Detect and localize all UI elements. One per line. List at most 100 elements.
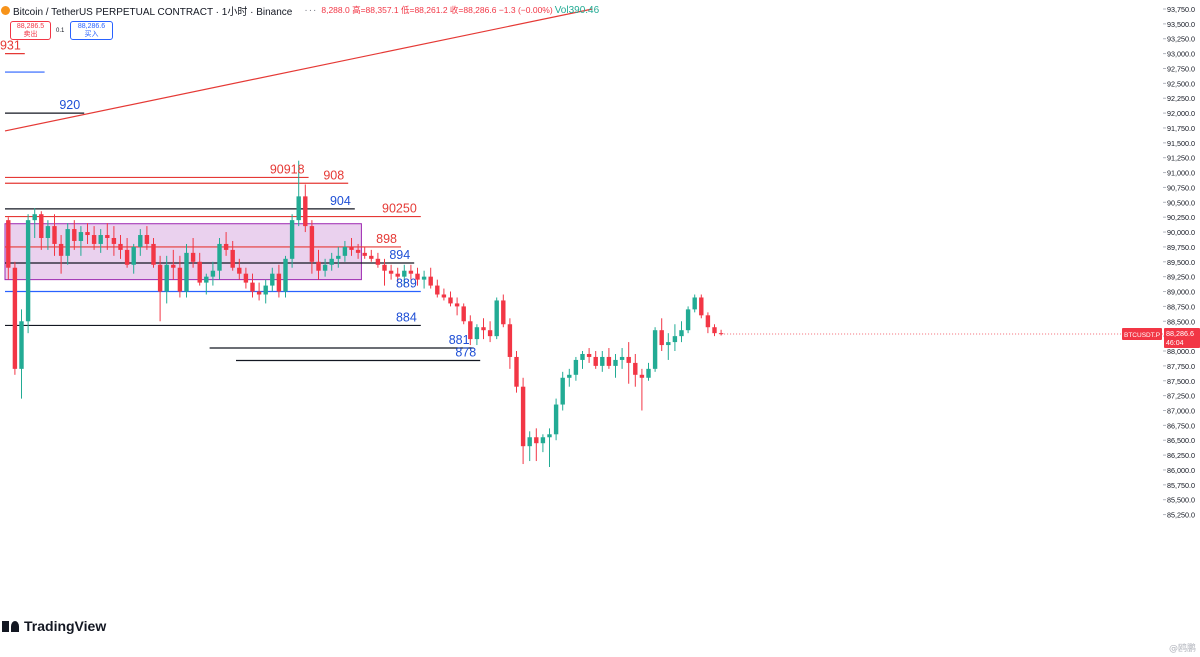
candle-body[interactable] xyxy=(32,214,37,221)
candle-body[interactable] xyxy=(619,356,625,360)
candle-body[interactable] xyxy=(553,404,559,435)
candle-body[interactable] xyxy=(263,285,268,295)
candle-body[interactable] xyxy=(217,243,222,271)
candle-body[interactable] xyxy=(58,243,64,256)
candle-body[interactable] xyxy=(580,353,585,360)
candle-body[interactable] xyxy=(250,282,255,292)
candle-body[interactable] xyxy=(342,246,348,256)
candle-body[interactable] xyxy=(303,196,308,227)
candle-body[interactable] xyxy=(144,235,150,244)
candle-body[interactable] xyxy=(355,249,361,253)
candle-body[interactable] xyxy=(157,264,163,292)
candle-body[interactable] xyxy=(626,356,631,363)
candle-body[interactable] xyxy=(705,315,711,328)
range-zone-box[interactable] xyxy=(4,223,362,281)
sell-button[interactable]: 88,286.5 卖出 xyxy=(10,21,51,40)
candle-body[interactable] xyxy=(567,374,572,378)
candle-body[interactable] xyxy=(210,270,216,277)
candle-body[interactable] xyxy=(672,336,678,343)
candle-body[interactable] xyxy=(118,243,123,250)
candle-body[interactable] xyxy=(441,294,447,298)
candle-body[interactable] xyxy=(177,267,183,292)
candle-body[interactable] xyxy=(428,276,433,286)
candle-body[interactable] xyxy=(190,252,196,262)
candle-body[interactable] xyxy=(560,377,565,405)
candle-body[interactable] xyxy=(388,270,394,274)
candle-body[interactable] xyxy=(362,252,367,256)
candle-body[interactable] xyxy=(45,226,51,238)
candle-body[interactable] xyxy=(712,327,717,334)
candle-body[interactable] xyxy=(448,297,453,304)
candle-body[interactable] xyxy=(507,324,513,357)
candle-body[interactable] xyxy=(454,303,460,307)
candle-body[interactable] xyxy=(520,386,526,447)
candle-body[interactable] xyxy=(679,330,684,337)
candle-body[interactable] xyxy=(527,437,532,447)
candle-body[interactable] xyxy=(283,258,288,292)
candle-body[interactable] xyxy=(415,273,420,280)
candle-body[interactable] xyxy=(184,252,189,292)
candle-body[interactable] xyxy=(171,264,176,268)
candle-body[interactable] xyxy=(316,261,321,271)
candle-body[interactable] xyxy=(639,374,645,378)
candle-body[interactable] xyxy=(336,255,341,259)
candle-body[interactable] xyxy=(540,437,546,444)
candle-body[interactable] xyxy=(659,330,664,346)
candle-body[interactable] xyxy=(606,356,612,366)
candle-body[interactable] xyxy=(692,297,697,310)
candle-body[interactable] xyxy=(237,267,242,274)
candle-body[interactable] xyxy=(474,327,480,340)
candle-body[interactable] xyxy=(534,437,539,444)
candle-body[interactable] xyxy=(151,243,156,265)
candle-body[interactable] xyxy=(39,214,44,238)
candle-body[interactable] xyxy=(666,342,671,346)
candle-body[interactable] xyxy=(481,327,486,331)
candle-body[interactable] xyxy=(197,261,202,283)
candle-body[interactable] xyxy=(12,267,18,369)
trend-line[interactable] xyxy=(4,8,593,132)
candle-body[interactable] xyxy=(289,220,295,259)
candle-body[interactable] xyxy=(435,285,440,295)
candle-body[interactable] xyxy=(586,353,592,357)
candle-body[interactable] xyxy=(164,264,169,292)
candle-body[interactable] xyxy=(349,246,354,250)
candle-body[interactable] xyxy=(25,220,31,322)
candle-body[interactable] xyxy=(329,258,334,265)
candle-body[interactable] xyxy=(652,330,658,369)
candle-body[interactable] xyxy=(402,270,407,277)
candle-body[interactable] xyxy=(91,235,97,244)
buy-button[interactable]: 88,286.6 买入 xyxy=(70,21,113,40)
candle-body[interactable] xyxy=(487,330,493,337)
candle-body[interactable] xyxy=(138,235,143,247)
candle-body[interactable] xyxy=(421,276,427,280)
candle-body[interactable] xyxy=(573,359,579,375)
candle-body[interactable] xyxy=(547,434,552,438)
candle-body[interactable] xyxy=(296,196,301,221)
more-dots-icon[interactable]: ··· xyxy=(304,4,318,16)
candle-body[interactable] xyxy=(600,356,605,366)
candle-body[interactable] xyxy=(72,229,77,241)
candle-body[interactable] xyxy=(65,229,70,256)
candle-body[interactable] xyxy=(468,321,473,340)
candle-body[interactable] xyxy=(230,249,235,268)
candle-body[interactable] xyxy=(111,237,117,244)
candle-body[interactable] xyxy=(685,309,691,331)
candle-body[interactable] xyxy=(461,306,466,322)
candle-body[interactable] xyxy=(85,232,90,236)
candle-body[interactable] xyxy=(613,359,618,366)
tradingview-logo[interactable]: TradingView xyxy=(2,618,106,634)
candle-body[interactable] xyxy=(78,232,84,241)
candle-body[interactable] xyxy=(395,273,400,277)
candle-body[interactable] xyxy=(514,356,519,387)
candle-body[interactable] xyxy=(369,255,374,259)
candle-body[interactable] xyxy=(699,297,704,316)
candle-body[interactable] xyxy=(105,235,110,238)
candle-body[interactable] xyxy=(52,226,57,244)
candle-body[interactable] xyxy=(270,273,275,286)
candle-body[interactable] xyxy=(494,300,499,337)
candle-body[interactable] xyxy=(382,264,387,271)
candle-body[interactable] xyxy=(276,273,282,292)
candle-body[interactable] xyxy=(124,249,130,265)
candle-body[interactable] xyxy=(646,368,651,378)
